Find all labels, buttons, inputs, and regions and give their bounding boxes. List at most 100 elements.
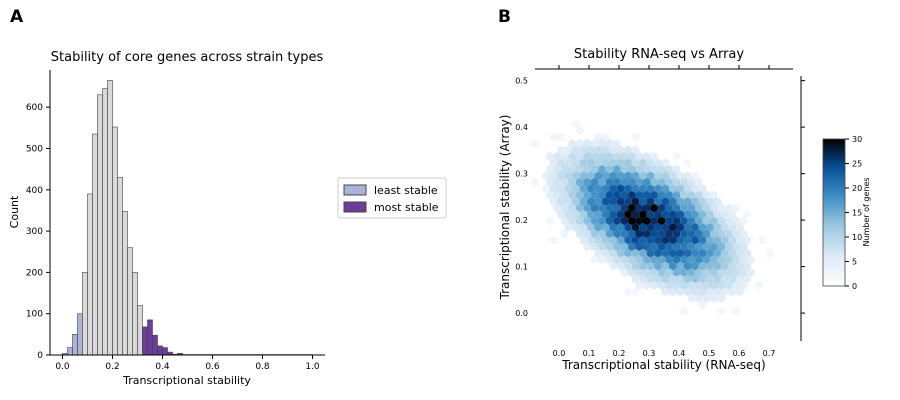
- hexbin-cell-372: [691, 248, 699, 258]
- hexbin-cell-2: [549, 132, 558, 142]
- histogram-title: Stability of core genes across strain ty…: [51, 50, 324, 65]
- hexbin-cell-139: [683, 184, 692, 193]
- hexbin-cell-454: [736, 274, 744, 284]
- hexbin-x-tick-label-1: 0.1: [583, 349, 596, 358]
- hexbin-cell-484: [736, 287, 744, 297]
- hexbin-cell-444: [661, 274, 670, 284]
- hexbin-cell-104: [583, 177, 591, 187]
- hexbin-cell-208: [702, 203, 711, 213]
- hexbin-cell-213: [557, 210, 565, 219]
- hexbin-title: Stability RNA-seq vs Array: [574, 47, 744, 62]
- hexbin-cell-125: [579, 184, 588, 193]
- hexbin-cell-437: [732, 268, 740, 277]
- hexbin-x-tick-label-5: 0.5: [703, 349, 716, 358]
- hexbin-cell-100: [553, 177, 562, 187]
- hexbin-cell-455: [743, 274, 751, 284]
- hexbin-cell-107: [605, 177, 614, 187]
- hexbin-cell-294: [613, 229, 621, 239]
- hexbin-x-ticks: 0.0 0.1 0.2 0.3 0.4 0.5 0.6 0.7: [553, 65, 775, 358]
- hexbin-cell-309: [724, 229, 733, 239]
- histogram-bar-12: [122, 210, 128, 356]
- hexbin-cell-135: [654, 184, 662, 193]
- hexbin-cell-177: [639, 197, 647, 206]
- colorbar-ticks: 0 5 10 15 20 25 30: [845, 135, 862, 291]
- hexbin-cell-419: [728, 261, 737, 271]
- hexbin-cell-412: [676, 261, 684, 271]
- hexbin-cell-68: [613, 165, 621, 174]
- hexbin-cell-116: [672, 177, 681, 187]
- hexbin-cell-485: [687, 294, 696, 303]
- hexbin-cell-383: [605, 255, 614, 264]
- hexbin-cell-334: [736, 235, 744, 245]
- hexbin-cell-297: [635, 229, 643, 239]
- hexbin-cell-121: [549, 184, 558, 193]
- hexbin-cell-486: [695, 294, 703, 303]
- hexbin-cell-302: [672, 229, 681, 239]
- hexbin-cell-273: [631, 223, 640, 232]
- hexbin-cell-370: [676, 248, 684, 258]
- hexbin-cell-342: [620, 242, 629, 251]
- hexbin-cell-259: [710, 216, 718, 226]
- colorbar: 0 5 10 15 20 25 30 Number of genes: [822, 135, 871, 291]
- hexbin-cell-252: [657, 216, 666, 226]
- hexbin-cell-92: [654, 171, 662, 181]
- histogram-bar-16: [142, 326, 148, 356]
- hexbin-cell-3: [557, 132, 565, 142]
- hexbin-cell-181: [669, 197, 677, 206]
- hexbin-cell-124: [572, 184, 580, 193]
- histogram-bars: [62, 80, 313, 356]
- hexbin-cell-466: [710, 281, 718, 290]
- hexbin-cell-459: [657, 281, 666, 290]
- hexbin-cell-140: [691, 184, 699, 193]
- hexbin-cell-33: [598, 152, 606, 161]
- hexbin-cell-407: [639, 261, 647, 271]
- hexbin-cell-427: [657, 268, 666, 277]
- hexbin-cell-163: [702, 190, 711, 200]
- histogram-y-tick-label-4: 400: [26, 186, 43, 196]
- hexbin-cell-300: [657, 229, 666, 239]
- hexbin-cell-436: [724, 268, 733, 277]
- hexbin-cell-316: [602, 235, 610, 245]
- hexbin-cell-365: [639, 248, 647, 258]
- hexbin-cell-183: [683, 197, 692, 206]
- hexbin-cell-432: [695, 268, 703, 277]
- hexbin-cell-113: [650, 177, 658, 187]
- hexbin-cell-386: [628, 255, 636, 264]
- hexbin-cell-397: [710, 255, 718, 264]
- hexbin-cell-236: [728, 210, 737, 219]
- hexbin-cell-448: [691, 274, 699, 284]
- hexbin-cell-179: [654, 197, 662, 206]
- hexbin-cell-345: [642, 242, 651, 251]
- hexbin-cell-191: [575, 203, 584, 213]
- hexbin-cell-449: [698, 274, 707, 284]
- hexbin-cell-442: [646, 274, 655, 284]
- hexbin-cell-284: [713, 223, 722, 232]
- hexbin-cell-170: [587, 197, 595, 206]
- hexbin-cell-187: [713, 197, 722, 206]
- hexbin-cell-311: [739, 229, 748, 239]
- hexbin-cell-73: [650, 165, 658, 174]
- hexbin-cell-374: [706, 248, 714, 258]
- hexbin-cell-376: [721, 248, 729, 258]
- hexbin-cell-301: [665, 229, 673, 239]
- hexbin-cell-328: [691, 235, 699, 245]
- hexbin-cell-291: [590, 229, 599, 239]
- hexbin-cell-153: [628, 190, 636, 200]
- hexbin-cell-414: [691, 261, 699, 271]
- hexbin-cell-13: [605, 139, 614, 148]
- hexbin-cell-403: [609, 261, 617, 271]
- hexbin-cell-184: [691, 197, 699, 206]
- hexbin-cell-63: [575, 165, 584, 174]
- hexbin-cell-4: [594, 132, 603, 142]
- hexbin-cell-111: [635, 177, 643, 187]
- panel-a-label: A: [10, 7, 24, 27]
- hexbin-cell-354: [710, 242, 718, 251]
- hexbin-cell-37: [628, 152, 636, 161]
- hexbin-cell-49: [602, 158, 610, 168]
- hexbin-cell-257: [695, 216, 703, 226]
- hexbin-cell-238: [546, 216, 554, 226]
- hexbin-cell-169: [579, 197, 588, 206]
- histogram-bar-19: [157, 345, 163, 356]
- hexbin-cell-393: [680, 255, 688, 264]
- hexbin-cell-97: [691, 171, 699, 181]
